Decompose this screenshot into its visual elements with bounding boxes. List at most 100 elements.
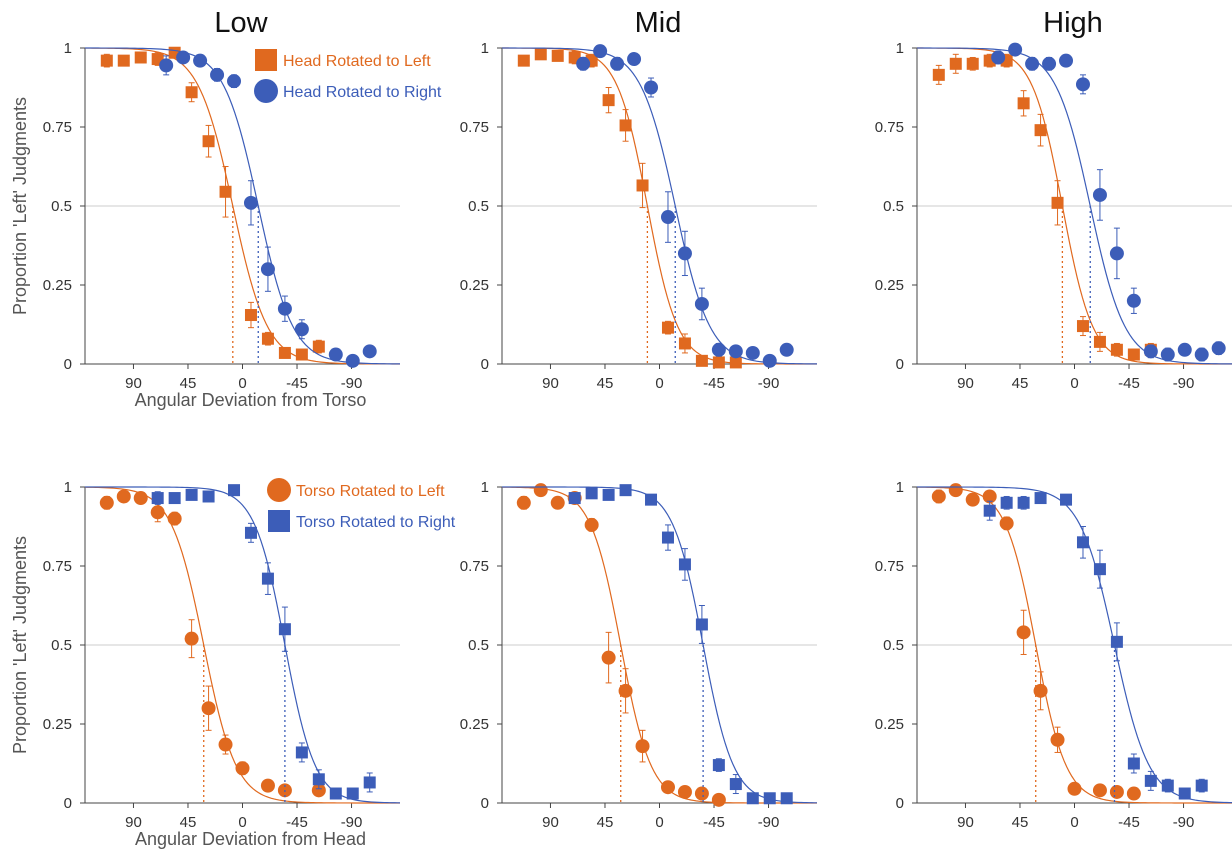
y-tick-label: 0 xyxy=(481,356,489,373)
data-point-circle xyxy=(677,246,692,261)
y-tick-label: 1 xyxy=(64,40,72,57)
y-tick-label: 0.5 xyxy=(51,198,72,215)
data-point-circle xyxy=(210,67,225,82)
data-point-circle xyxy=(1194,347,1209,362)
data-point-circle xyxy=(593,44,608,59)
x-tick-label: 0 xyxy=(238,375,246,392)
data-point-circle xyxy=(1092,187,1107,202)
y-tick-label: 0.5 xyxy=(468,637,489,654)
data-point-square xyxy=(517,54,530,67)
y-tick-label: 0.5 xyxy=(883,198,904,215)
y-tick-label: 1 xyxy=(64,479,72,496)
data-point-circle xyxy=(1177,342,1192,357)
y-tick-label: 0 xyxy=(64,356,72,373)
data-point-square xyxy=(278,623,291,636)
data-point-square xyxy=(932,68,945,81)
data-point-circle xyxy=(584,517,599,532)
y-tick-label: 0.75 xyxy=(43,119,72,136)
data-point-square xyxy=(585,487,598,500)
data-point-square xyxy=(1195,779,1208,792)
legend-swatch-circle xyxy=(254,79,278,103)
data-point-circle xyxy=(779,342,794,357)
y-tick-label: 0.5 xyxy=(883,637,904,654)
x-axis-label: Angular Deviation from Torso xyxy=(135,390,367,410)
data-point-square xyxy=(1110,635,1123,648)
data-point-circle xyxy=(533,483,548,498)
data-point-circle xyxy=(965,492,980,507)
x-tick-label: -45 xyxy=(1118,814,1140,831)
data-point-square xyxy=(602,488,615,501)
x-tick-label: -90 xyxy=(758,814,780,831)
x-tick-label: 45 xyxy=(180,375,197,392)
y-tick-label: 1 xyxy=(896,40,904,57)
data-point-circle xyxy=(550,495,565,510)
data-point-square xyxy=(1076,320,1089,333)
data-point-square xyxy=(278,346,291,359)
data-point-square xyxy=(763,792,776,805)
y-tick-label: 0.75 xyxy=(875,558,904,575)
data-point-square xyxy=(185,488,198,501)
data-point-circle xyxy=(227,74,242,89)
data-point-circle xyxy=(260,778,275,793)
data-point-square xyxy=(551,49,564,62)
data-point-square xyxy=(661,321,674,334)
data-point-square xyxy=(534,48,547,61)
x-tick-label: 90 xyxy=(542,375,559,392)
data-point-circle xyxy=(1143,344,1158,359)
y-tick-label: 0.75 xyxy=(43,558,72,575)
data-point-square xyxy=(712,759,725,772)
data-point-square xyxy=(1110,343,1123,356)
chart-panel-r2-c3: 0 0.25 0.5 0.75 1 90 45 0 -45 -90 xyxy=(875,479,1232,831)
legend-label: Torso Rotated to Left xyxy=(296,483,445,500)
data-point-square xyxy=(1127,757,1140,770)
x-tick-label: -45 xyxy=(286,814,308,831)
y-tick-label: 0.25 xyxy=(460,277,489,294)
y-tick-label: 1 xyxy=(481,40,489,57)
chart-panel-r1-c2: 0 0.25 0.5 0.75 1 90 45 0 -45 -90 xyxy=(460,40,818,392)
data-point-circle xyxy=(1126,786,1141,801)
data-point-circle xyxy=(516,495,531,510)
legend-label: Head Rotated to Left xyxy=(283,53,431,70)
y-axis-label: Proportion 'Left' Judgments xyxy=(10,97,30,315)
data-point-circle xyxy=(1025,56,1040,71)
data-point-square xyxy=(678,337,691,350)
data-point-square xyxy=(219,185,232,198)
fit-curve-first xyxy=(916,486,1232,804)
data-point-circle xyxy=(931,489,946,504)
data-point-circle xyxy=(1059,53,1074,68)
data-point-square xyxy=(117,54,130,67)
data-point-square xyxy=(1093,335,1106,348)
legend: Torso Rotated to Left Torso Rotated to Ri… xyxy=(267,478,456,532)
data-point-square xyxy=(202,490,215,503)
legend-swatch-circle xyxy=(267,478,291,502)
data-point-circle xyxy=(694,786,709,801)
y-tick-label: 0.25 xyxy=(43,716,72,733)
data-point-square xyxy=(1127,348,1140,361)
y-tick-label: 0.5 xyxy=(51,637,72,654)
data-point-circle xyxy=(1211,341,1226,356)
data-point-circle xyxy=(311,783,326,798)
legend-label: Torso Rotated to Right xyxy=(296,514,456,531)
data-point-circle xyxy=(576,56,591,71)
data-point-square xyxy=(729,356,742,369)
x-tick-label: 45 xyxy=(597,814,614,831)
y-axis-label: Proportion 'Left' Judgments xyxy=(10,536,30,754)
data-point-square xyxy=(1034,124,1047,137)
data-point-circle xyxy=(184,631,199,646)
data-point-circle xyxy=(627,52,642,67)
data-point-square xyxy=(346,787,359,800)
x-tick-label: 90 xyxy=(542,814,559,831)
y-tick-label: 1 xyxy=(896,479,904,496)
data-point-circle xyxy=(745,345,760,360)
data-point-circle xyxy=(660,780,675,795)
x-tick-label: 90 xyxy=(957,814,974,831)
column-title-mid: Mid xyxy=(635,7,682,39)
data-point-circle xyxy=(694,296,709,311)
fit-curve-second xyxy=(916,47,1232,365)
data-point-square xyxy=(780,792,793,805)
data-point-square xyxy=(1017,97,1030,110)
data-point-circle xyxy=(677,784,692,799)
data-point-square xyxy=(678,558,691,571)
data-point-circle xyxy=(1109,784,1124,799)
legend: Head Rotated to Left Head Rotated to Righ… xyxy=(254,49,442,103)
